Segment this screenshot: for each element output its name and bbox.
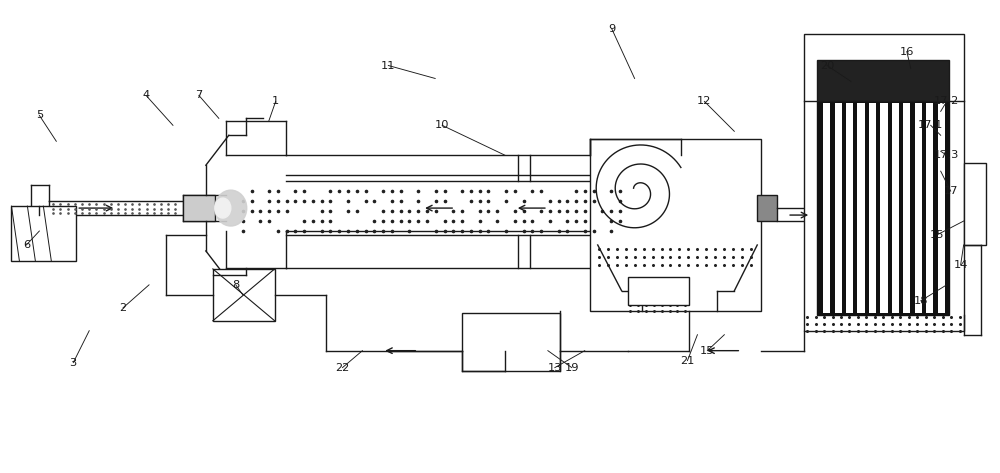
Bar (869, 104, 876, 313)
Bar (213, 269, 275, 321)
Text: 17.2: 17.2 (934, 96, 959, 106)
Text: 4: 4 (142, 90, 150, 100)
Bar (880, 104, 888, 313)
Text: 17: 17 (943, 186, 958, 196)
Bar (846, 104, 853, 313)
Bar (817, 60, 949, 101)
Text: 11: 11 (381, 61, 396, 70)
Text: 22: 22 (335, 363, 350, 373)
Text: 6: 6 (23, 240, 30, 250)
Bar (11, 206, 76, 261)
Ellipse shape (215, 198, 231, 218)
Bar (835, 104, 842, 313)
Bar (757, 195, 777, 221)
Bar (938, 104, 945, 313)
Bar (590, 139, 761, 311)
Text: 17.3: 17.3 (934, 150, 959, 160)
Bar (964, 163, 986, 245)
Text: 18: 18 (914, 296, 928, 306)
Text: 10: 10 (435, 120, 449, 131)
Text: 1: 1 (272, 96, 279, 106)
Text: 13: 13 (548, 363, 562, 373)
Text: 14: 14 (953, 260, 968, 270)
Bar (817, 101, 949, 315)
Bar (462, 313, 560, 371)
Text: 2: 2 (120, 303, 127, 313)
Text: 15: 15 (929, 230, 944, 240)
Text: 15: 15 (700, 346, 715, 356)
Text: 5: 5 (36, 110, 43, 120)
Text: 8: 8 (232, 280, 239, 290)
Text: 7: 7 (195, 90, 203, 100)
Ellipse shape (215, 190, 247, 226)
Bar (628, 277, 689, 305)
Bar (926, 104, 933, 313)
Bar (804, 34, 964, 331)
Bar (183, 195, 215, 221)
Bar (903, 104, 910, 313)
Bar (915, 104, 922, 313)
Text: 9: 9 (608, 24, 615, 34)
Bar (857, 104, 865, 313)
Bar (892, 104, 899, 313)
Text: 21: 21 (680, 356, 695, 366)
Text: 12: 12 (697, 96, 712, 106)
Text: 16: 16 (900, 46, 914, 57)
Text: 17.1: 17.1 (918, 120, 943, 131)
Text: 19: 19 (565, 363, 579, 373)
Text: 20: 20 (820, 61, 834, 70)
Bar (823, 104, 830, 313)
Text: 3: 3 (70, 358, 77, 368)
